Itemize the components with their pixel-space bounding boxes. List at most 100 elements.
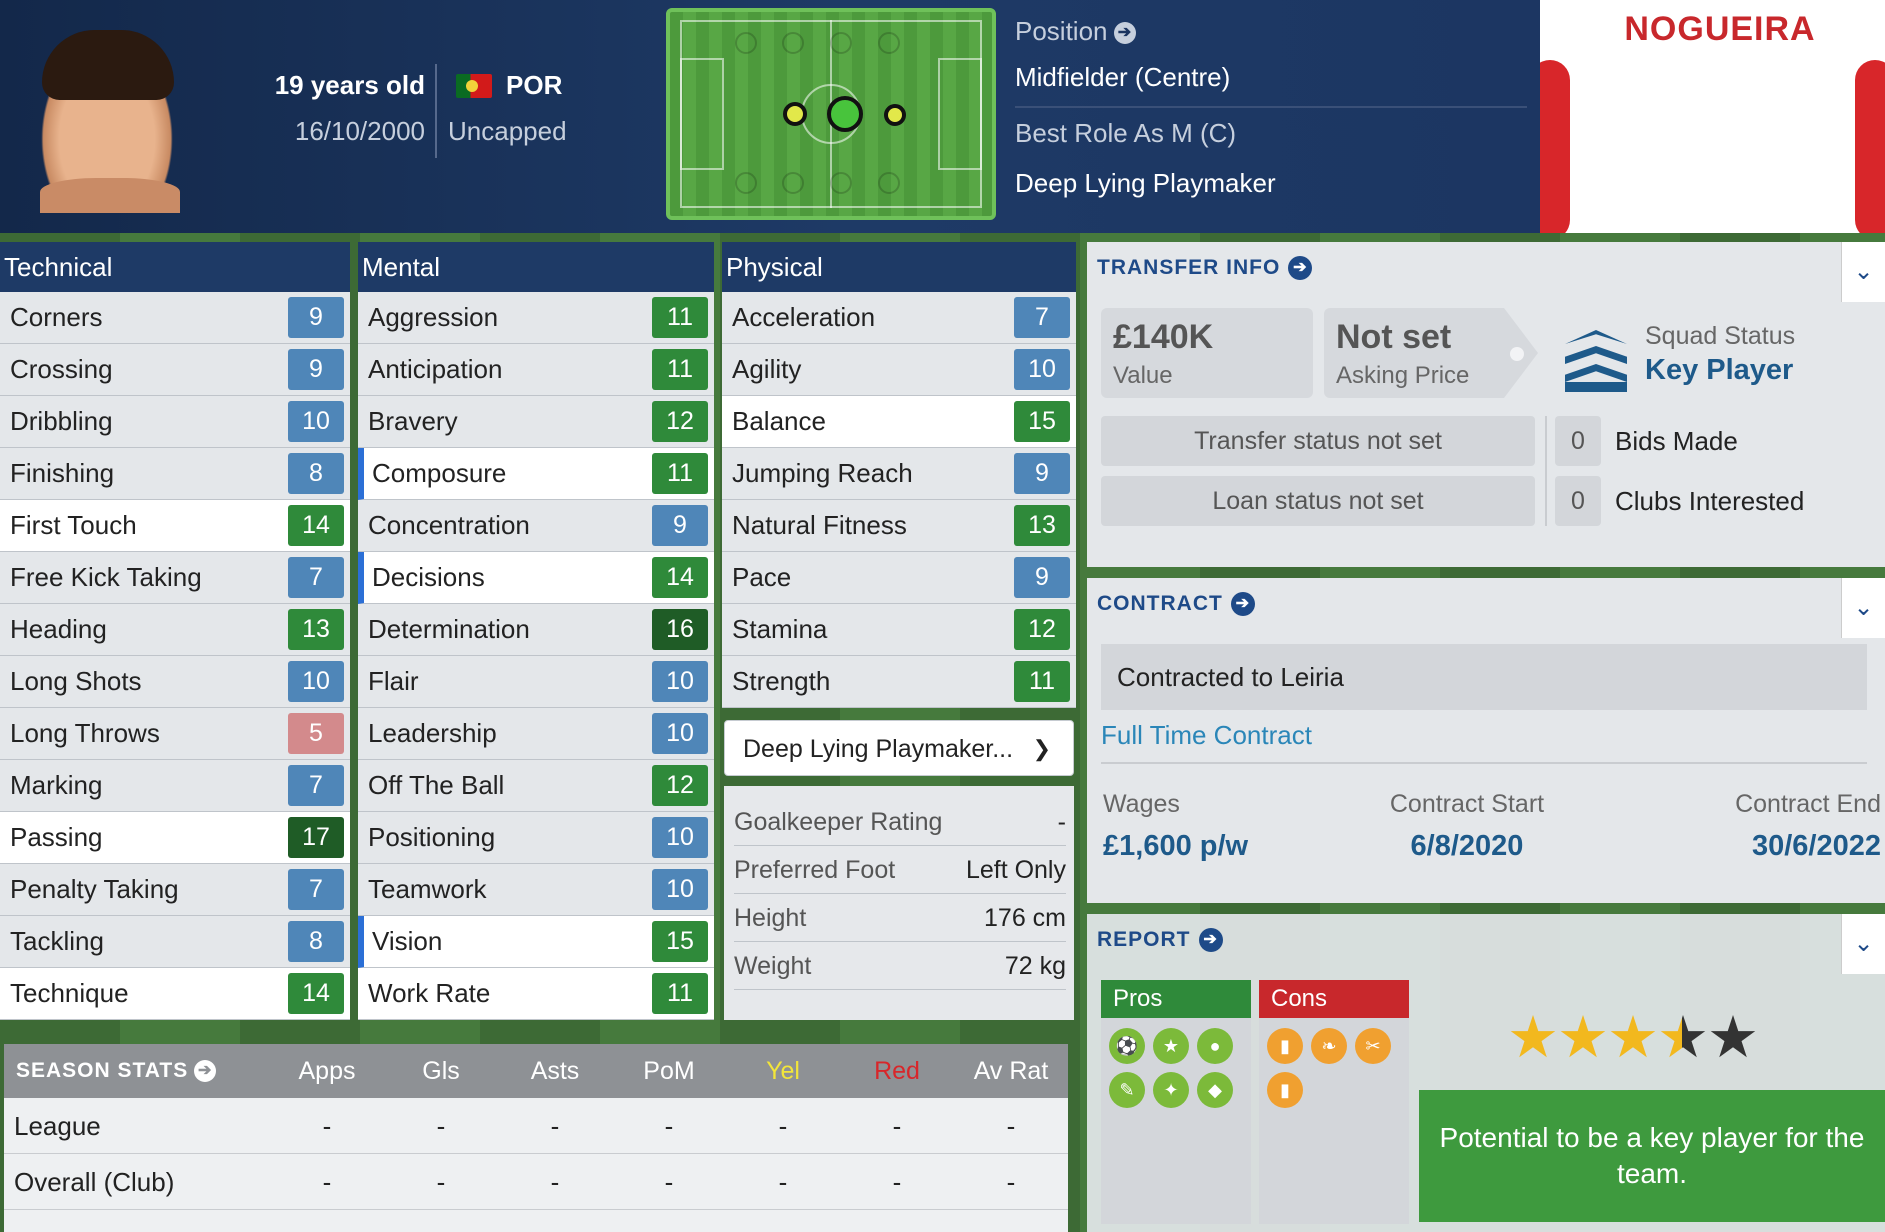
attribute-row-work-rate[interactable]: Work Rate 11 bbox=[358, 968, 714, 1020]
col-asts[interactable]: Asts bbox=[530, 1057, 580, 1085]
pro-brain-icon[interactable]: ● bbox=[1197, 1028, 1233, 1064]
attribute-row-long-shots[interactable]: Long Shots 10 bbox=[0, 656, 350, 708]
arrow-right-icon[interactable]: ➔ bbox=[1288, 256, 1313, 281]
contract-title[interactable]: CONTRACT ➔ bbox=[1097, 592, 1255, 617]
report-title-text: REPORT bbox=[1097, 928, 1191, 951]
attribute-row-corners[interactable]: Corners 9 bbox=[0, 292, 350, 344]
mental-title: Mental bbox=[358, 242, 714, 292]
table-row[interactable]: League - - - - - - - bbox=[4, 1098, 1068, 1154]
squad-status-label: Squad Status bbox=[1645, 322, 1796, 350]
con-tackle-icon[interactable]: ✂ bbox=[1355, 1028, 1391, 1064]
attribute-row-composure[interactable]: Composure 11 bbox=[358, 448, 714, 500]
con-strength-icon[interactable]: ▮ bbox=[1267, 1072, 1303, 1108]
con-fitness-icon[interactable]: ▮ bbox=[1267, 1028, 1303, 1064]
attribute-row-balance[interactable]: Balance 15 bbox=[722, 396, 1076, 448]
contracted-to[interactable]: Contracted to Leiria bbox=[1101, 644, 1867, 710]
position-pitch[interactable] bbox=[666, 8, 996, 220]
attribute-row-stamina[interactable]: Stamina 12 bbox=[722, 604, 1076, 656]
pitch-left-box bbox=[680, 58, 724, 170]
arrow-right-icon[interactable]: ➔ bbox=[1230, 592, 1255, 617]
attribute-row-tackling[interactable]: Tackling 8 bbox=[0, 916, 350, 968]
collapse-chevron-icon[interactable]: ⌄ bbox=[1841, 242, 1885, 302]
attribute-row-off-the-ball[interactable]: Off The Ball 12 bbox=[358, 760, 714, 812]
attribute-row-long-throws[interactable]: Long Throws 5 bbox=[0, 708, 350, 760]
cons-box: Cons ▮ ❧ ✂ ▮ bbox=[1259, 980, 1409, 1224]
collapse-chevron-icon[interactable]: ⌄ bbox=[1841, 578, 1885, 638]
col-av-rat[interactable]: Av Rat bbox=[973, 1057, 1049, 1085]
pro-trait-icon[interactable]: ⚽ bbox=[1109, 1028, 1145, 1064]
attribute-label: Flair bbox=[368, 666, 419, 696]
cell: - bbox=[778, 1167, 788, 1197]
attribute-row-teamwork[interactable]: Teamwork 10 bbox=[358, 864, 714, 916]
arrow-right-icon[interactable]: ➔ bbox=[1113, 22, 1136, 45]
asking-price-label: Asking Price bbox=[1336, 362, 1470, 389]
attribute-row-first-touch[interactable]: First Touch 14 bbox=[0, 500, 350, 552]
report-title[interactable]: REPORT ➔ bbox=[1097, 928, 1223, 953]
attribute-row-acceleration[interactable]: Acceleration 7 bbox=[722, 292, 1076, 344]
attribute-row-bravery[interactable]: Bravery 12 bbox=[358, 396, 714, 448]
attribute-row-natural-fitness[interactable]: Natural Fitness 13 bbox=[722, 500, 1076, 552]
attribute-row-passing[interactable]: Passing 17 bbox=[0, 812, 350, 864]
arrow-right-icon[interactable]: ➔ bbox=[1198, 928, 1223, 953]
attribute-row-jumping-reach[interactable]: Jumping Reach 9 bbox=[722, 448, 1076, 500]
attribute-row-vision[interactable]: Vision 15 bbox=[358, 916, 714, 968]
attribute-value: 9 bbox=[1014, 453, 1070, 494]
attribute-row-anticipation[interactable]: Anticipation 11 bbox=[358, 344, 714, 396]
header-divider bbox=[435, 64, 437, 158]
loan-status-button[interactable]: Loan status not set bbox=[1101, 476, 1535, 526]
position-title[interactable]: Position ➔ bbox=[1015, 16, 1136, 47]
col-pom[interactable]: PoM bbox=[643, 1057, 695, 1085]
attribute-label: First Touch bbox=[10, 510, 137, 540]
attribute-row-leadership[interactable]: Leadership 10 bbox=[358, 708, 714, 760]
info-label: Height bbox=[734, 904, 807, 932]
col-apps[interactable]: Apps bbox=[298, 1057, 356, 1085]
attribute-row-flair[interactable]: Flair 10 bbox=[358, 656, 714, 708]
attribute-row-determination[interactable]: Determination 16 bbox=[358, 604, 714, 656]
attribute-row-pace[interactable]: Pace 9 bbox=[722, 552, 1076, 604]
pro-pass-icon[interactable]: ✎ bbox=[1109, 1072, 1145, 1108]
portugal-flag-icon bbox=[456, 74, 492, 98]
attribute-row-finishing[interactable]: Finishing 8 bbox=[0, 448, 350, 500]
attribute-row-concentration[interactable]: Concentration 9 bbox=[358, 500, 714, 552]
attribute-row-free-kick-taking[interactable]: Free Kick Taking 7 bbox=[0, 552, 350, 604]
attribute-row-crossing[interactable]: Crossing 9 bbox=[0, 344, 350, 396]
attribute-row-marking[interactable]: Marking 7 bbox=[0, 760, 350, 812]
attribute-row-decisions[interactable]: Decisions 14 bbox=[358, 552, 714, 604]
attribute-value: 10 bbox=[288, 661, 344, 702]
arrow-right-icon[interactable]: ➔ bbox=[194, 1060, 217, 1083]
asking-price-box[interactable]: Not set Asking Price bbox=[1324, 308, 1504, 398]
col-gls[interactable]: Gls bbox=[422, 1057, 460, 1085]
attribute-row-dribbling[interactable]: Dribbling 10 bbox=[0, 396, 350, 448]
pro-star-icon[interactable]: ★ bbox=[1153, 1028, 1189, 1064]
squad-status-value[interactable]: Key Player bbox=[1645, 354, 1794, 386]
table-row[interactable]: Overall (Club) - - - - - - - bbox=[4, 1154, 1068, 1210]
season-stats-title[interactable]: SEASON STATS ➔ bbox=[16, 1044, 217, 1098]
attribute-row-strength[interactable]: Strength 11 bbox=[722, 656, 1076, 708]
con-foot-icon[interactable]: ❧ bbox=[1311, 1028, 1347, 1064]
best-role-label: Best Role As M (C) bbox=[1015, 118, 1237, 148]
row-label: Overall (Club) bbox=[14, 1167, 175, 1197]
role-select-dropdown[interactable]: Deep Lying Playmaker... ❯ bbox=[724, 720, 1074, 776]
contract-type-link[interactable]: Full Time Contract bbox=[1101, 720, 1312, 750]
col-red[interactable]: Red bbox=[874, 1057, 920, 1085]
attribute-row-heading[interactable]: Heading 13 bbox=[0, 604, 350, 656]
col-yel[interactable]: Yel bbox=[766, 1057, 800, 1085]
season-stats-header: SEASON STATS ➔ Apps Gls Asts PoM Yel Red … bbox=[4, 1044, 1068, 1098]
physical-attributes: Physical Acceleration 7 Agility 10 Balance 15… bbox=[722, 242, 1076, 708]
transfer-info-title[interactable]: TRANSFER INFO ➔ bbox=[1097, 256, 1313, 281]
attribute-row-technique[interactable]: Technique 14 bbox=[0, 968, 350, 1020]
pro-vision-icon[interactable]: ◆ bbox=[1197, 1072, 1233, 1108]
attribute-row-penalty-taking[interactable]: Penalty Taking 7 bbox=[0, 864, 350, 916]
pro-handshake-icon[interactable]: ✦ bbox=[1153, 1072, 1189, 1108]
attribute-row-aggression[interactable]: Aggression 11 bbox=[358, 292, 714, 344]
contract-panel: CONTRACT ➔ ⌄ Contracted to Leiria Full Ti… bbox=[1087, 578, 1885, 903]
collapse-chevron-icon[interactable]: ⌄ bbox=[1841, 914, 1885, 974]
position-dot-am bbox=[884, 104, 906, 126]
cell: - bbox=[436, 1111, 446, 1141]
attribute-row-positioning[interactable]: Positioning 10 bbox=[358, 812, 714, 864]
player-nationality[interactable]: POR bbox=[506, 70, 563, 100]
attribute-row-agility[interactable]: Agility 10 bbox=[722, 344, 1076, 396]
star-icon: ★ bbox=[1657, 1005, 1709, 1070]
value-amount: £140K bbox=[1113, 318, 1214, 356]
transfer-status-button[interactable]: Transfer status not set bbox=[1101, 416, 1535, 466]
